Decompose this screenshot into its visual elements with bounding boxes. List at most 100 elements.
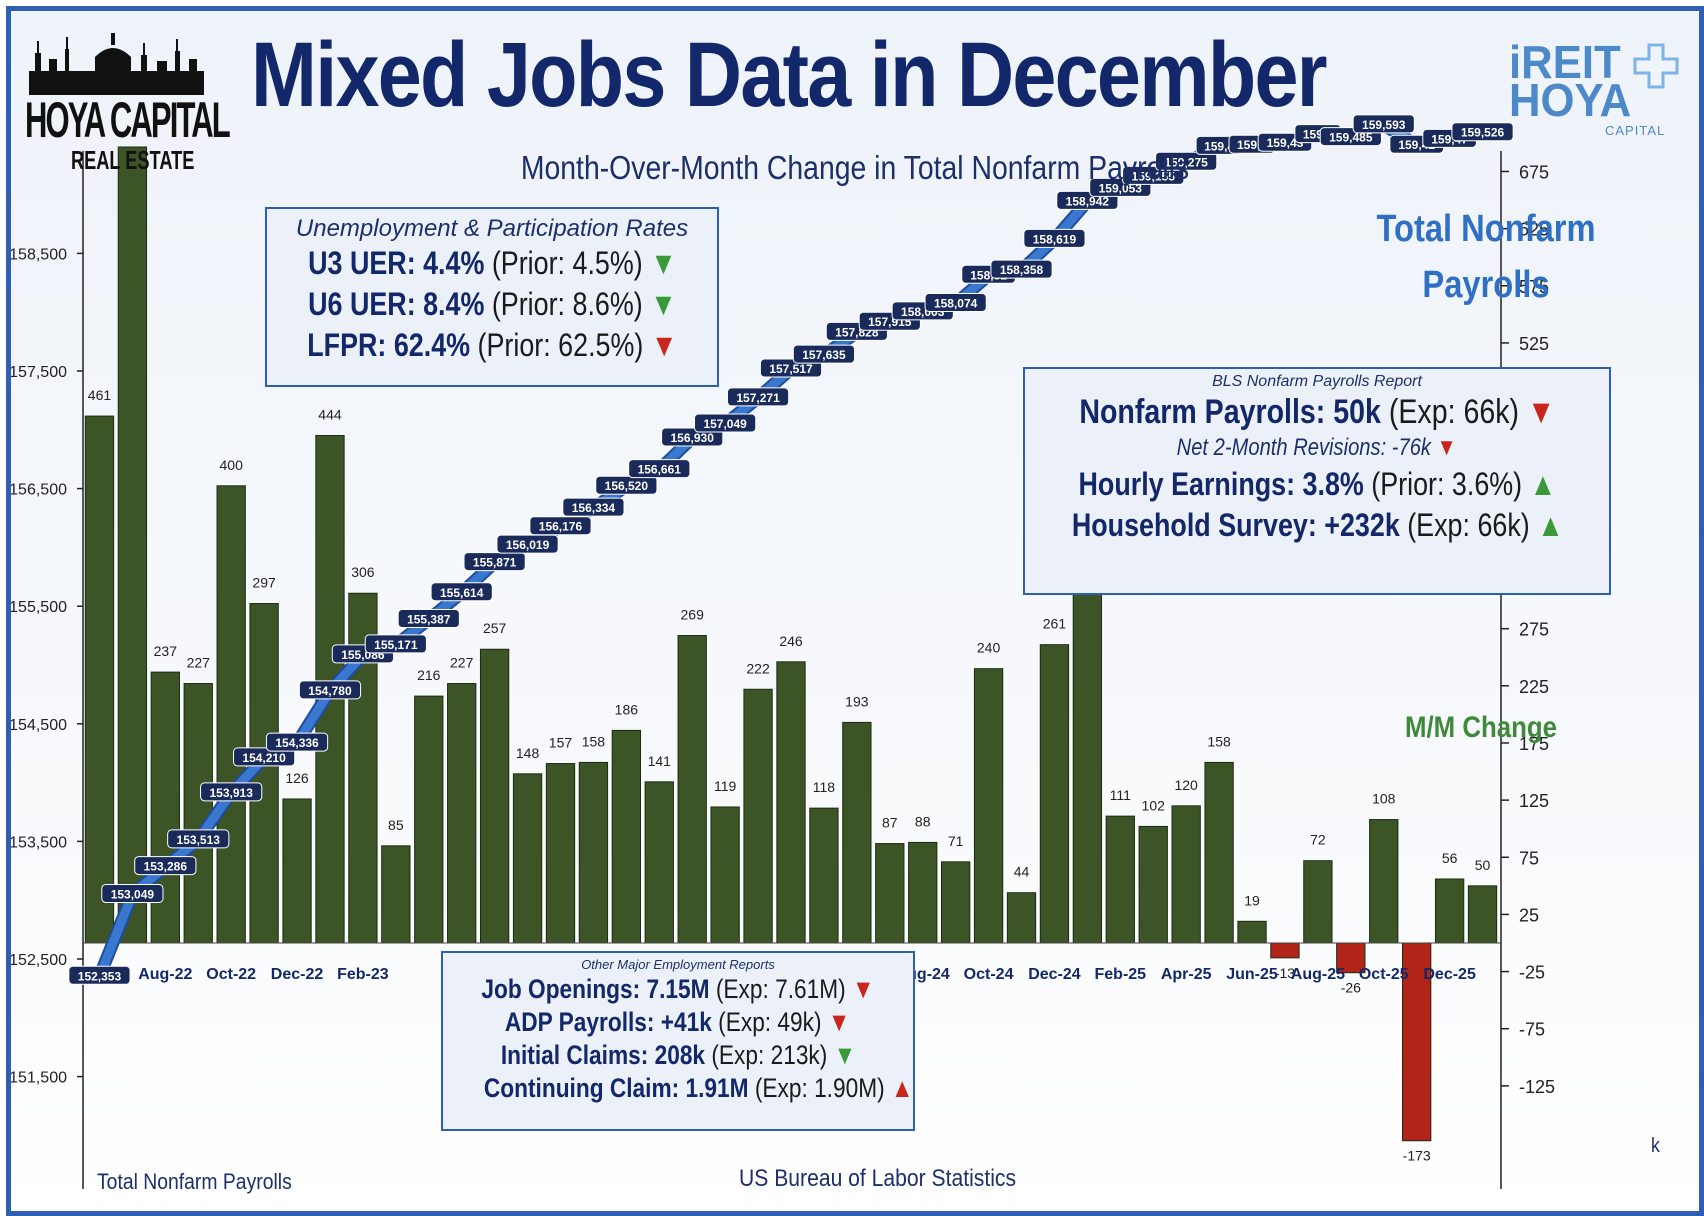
other-row-continuing: Continuing Claim: 1.91M (Exp: 1.90M) ▲ [443,1073,914,1104]
down-arrow-icon: ▼ [650,327,678,363]
m-m-change-bar [842,721,872,944]
rates-lfpr-detail: (Prior: 62.5%) [477,327,644,363]
m-m-change-bar [776,661,806,944]
bar-value-label: 111 [1110,787,1131,803]
bar-value-label: -13 [1275,965,1295,981]
other-continuing-detail: (Exp: 1.90M) [754,1073,885,1103]
right-axis-tick-label: 25 [1519,905,1539,925]
m-m-change-bar [875,843,905,944]
rates-box-caption: Unemployment & Participation Rates [295,215,689,242]
line-value-badge [496,534,559,554]
line-value-label: 156,019 [506,538,550,552]
line-value-label: 157,049 [703,417,747,431]
rates-u6-label: U6 UER: 8.4% [307,286,484,322]
bar-value-label: 240 [977,640,1001,656]
line-value-label: 153,913 [209,786,253,800]
line-value-label: 154,210 [242,751,286,765]
bar-value-label: -173 [1403,1148,1431,1164]
bar-value-label: 157 [549,735,573,751]
chart-frame: 158,500 157,500 156,500 155,500 154,500 153,5… [6,6,1704,1216]
m-m-change-bar [282,798,312,944]
x-axis-tick-label: Aug-22 [138,966,192,983]
down-arrow-icon: ▼ [833,1040,856,1070]
line-value-badge [167,829,230,849]
x-axis-tick-label: Aug-25 [1291,966,1345,983]
line-value-badge [990,259,1053,279]
other-box-caption: Other Major Employment Reports [581,957,775,972]
bar-value-label: 193 [845,693,869,709]
line-value-label: 155,387 [407,612,451,626]
rates-u3-label: U3 UER: 4.4% [307,245,484,281]
left-axis-tick-label: 152,500 [11,952,67,969]
x-axis-tick-label: Oct-24 [964,966,1014,983]
rates-row-lfpr: LFPR: 62.4% (Prior: 62.5%) ▼ [267,327,717,364]
other-claims-label: Initial Claims: 208k [500,1040,705,1070]
down-arrow-icon: ▼ [828,1007,851,1037]
line-value-label: 156,661 [638,463,682,477]
line-value-badge [694,413,757,433]
bls-box-caption: BLS Nonfarm Payrolls Report [1212,373,1422,390]
m-m-change-bar [1039,644,1070,944]
other-row-openings: Job Openings: 7.15M (Exp: 7.61M) ▼ [443,974,913,1005]
hoya-capital-logo: HOYA CAPITAL REAL ESTATE [25,31,231,175]
bls-row-payrolls: Nonfarm Payrolls: 50k (Exp: 66k) ▼ [1025,393,1609,432]
right-axis-tick-label: 675 [1519,162,1549,182]
bar-value-label: 120 [1174,777,1198,793]
m-m-change-bar [183,683,213,944]
capitol-skyline-icon [29,33,204,95]
line-value-label: 157,271 [736,391,780,405]
line-value-label: 159,155 [1132,169,1176,183]
left-axis-tick-label: 156,500 [11,482,67,499]
line-value-badge [595,475,658,495]
m-m-change-bar [1237,920,1267,944]
x-axis-tick-label: Dec-22 [271,966,324,983]
line-value-badge [1352,114,1415,134]
bar-value-label: 87 [882,815,898,831]
right-axis-tick-label: -125 [1519,1077,1555,1097]
left-axis-tick-label: 153,500 [11,834,67,851]
bls-revisions-label: Net 2-Month Revisions: -76k [1177,434,1432,461]
bar-value-label: 158 [582,733,606,749]
line-value-label: 156,930 [671,431,715,445]
bls-earnings-label: Hourly Earnings: 3.8% [1078,466,1364,502]
m-m-change-bar [1072,573,1103,944]
bls-row-household: Household Survey: +232k (Exp: 66k) ▲ [1025,507,1609,544]
bar-value-label: 126 [285,770,309,786]
logo-right-line1: iREIT [1509,36,1621,88]
line-value-badge [1155,151,1218,171]
m-m-change-bar [1171,805,1201,944]
line-value-label: 159,275 [1164,155,1208,169]
m-m-change-bar [940,861,971,944]
m-m-change-bar [1303,860,1333,944]
source-label: US Bureau of Labor Statistics [739,1165,1017,1192]
right-axis-tick-label: 525 [1519,334,1549,354]
m-m-change-bar [479,648,510,944]
line-value-badge [298,680,362,700]
bar-value-label: 19 [1244,892,1260,908]
bls-household-detail: (Exp: 66k) [1407,507,1530,543]
m-m-change-bar [973,668,1004,944]
bar-value-label: 269 [681,607,705,623]
line-value-label: 156,176 [539,520,583,534]
line-value-label: 154,336 [275,736,319,750]
bar-value-label: 158 [1207,733,1231,749]
right-axis-tick-label: 75 [1519,848,1539,868]
m-m-change-bar [545,763,576,944]
line-value-badge [529,516,592,536]
bar-value-label: 444 [318,407,342,423]
line-value-badge [364,634,427,654]
line-value-label: 159,43 [1267,136,1304,150]
logo-left-sub: REAL ESTATE [71,145,195,175]
line-value-badge [1023,228,1086,248]
right-axis-tick-label: 575 [1519,277,1549,297]
line-value-badge [430,582,493,602]
left-axis-tick-label: 151,500 [11,1070,67,1087]
other-adp-label: ADP Payrolls: +41k [505,1007,713,1037]
right-axis-tick-label: 175 [1519,734,1549,754]
bls-row-revisions: Net 2-Month Revisions: -76k ▼ [1025,434,1609,462]
bar-value-label: 297 [252,575,276,591]
m-m-change-bar [381,845,411,944]
line-value-badge [628,459,691,479]
bar-value-label: 118 [813,779,836,795]
down-arrow-icon: ▼ [852,974,875,1004]
